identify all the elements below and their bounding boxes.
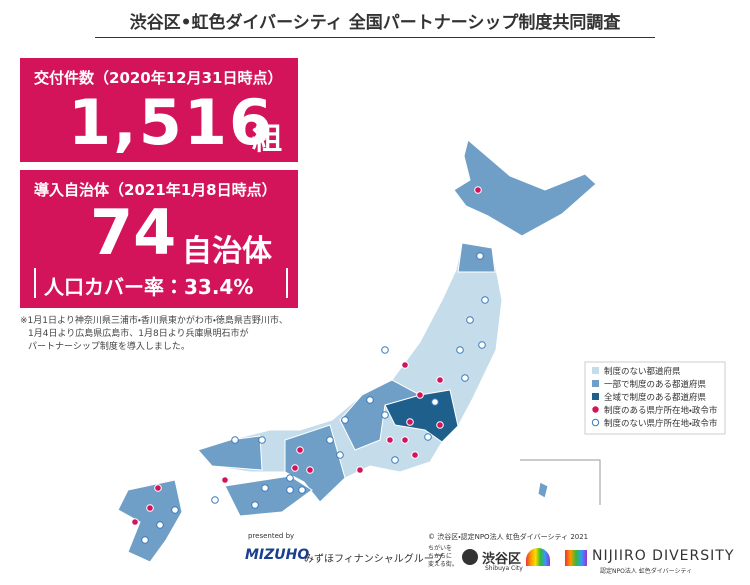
legend-label: 制度のある県庁所在地・政令市 bbox=[604, 405, 718, 416]
nijiiro-icon bbox=[565, 550, 587, 566]
city-dot bbox=[416, 391, 424, 399]
city-dot bbox=[231, 436, 239, 444]
city-dot bbox=[391, 456, 399, 464]
shibuya: 渋谷区 bbox=[482, 552, 522, 567]
city-dot bbox=[286, 486, 294, 494]
okinawa bbox=[537, 481, 549, 499]
note-line: パートナーシップ制度を導入しました。 bbox=[28, 342, 190, 352]
city-dot bbox=[476, 252, 484, 260]
city-dot bbox=[481, 296, 489, 304]
rainbow-icon bbox=[526, 548, 550, 566]
city-dot bbox=[341, 416, 349, 424]
stat-label: 導入自治体（2021年1月8日時点） bbox=[34, 181, 277, 199]
city-dot bbox=[131, 518, 139, 526]
city-dot bbox=[298, 486, 306, 494]
city-dot bbox=[211, 496, 219, 504]
stat-unit: 自治体 bbox=[182, 234, 272, 269]
city-dot bbox=[258, 436, 266, 444]
city-dot bbox=[478, 341, 486, 349]
shibuya-icon bbox=[462, 549, 478, 565]
hokkaido bbox=[453, 139, 597, 237]
city-dot bbox=[156, 521, 164, 529]
legend: 制度のない都道府県 一部で制度のある都道府県 全域で制度のある都道府県 制度のあ… bbox=[584, 361, 726, 435]
chubu bbox=[339, 379, 422, 451]
city-dot bbox=[296, 446, 304, 454]
city-dot bbox=[286, 474, 294, 482]
stat-number: 74 bbox=[90, 196, 177, 269]
city-dot bbox=[474, 186, 482, 194]
city-dot bbox=[424, 433, 432, 441]
city-dot bbox=[171, 506, 179, 514]
city-dot bbox=[291, 464, 299, 472]
city-dot bbox=[154, 484, 162, 492]
city-dot bbox=[326, 436, 334, 444]
nijiiro-sub: 認定NPO法人 虹色ダイバーシティ bbox=[600, 568, 693, 575]
note-line: 1月4日より広島県広島市、1月8日より兵庫県明石市が bbox=[28, 329, 249, 339]
legend-label: 全域で制度のある都道府県 bbox=[604, 392, 707, 403]
legend-swatch bbox=[592, 393, 599, 400]
note-line: ※1月1日より神奈川県三浦市・香川県東かがわ市・徳島県吉野川市、 bbox=[20, 316, 288, 326]
city-dot bbox=[406, 418, 414, 426]
city-dot bbox=[411, 451, 419, 459]
city-dot bbox=[461, 374, 469, 382]
city-dot bbox=[141, 536, 149, 544]
kanto bbox=[384, 389, 459, 443]
note: ※1月1日より神奈川県三浦市・香川県東かがわ市・徳島県吉野川市、 1月4日より広… bbox=[20, 315, 288, 354]
stat-box: 導入自治体（2021年1月8日時点） 74 自治体 人口カバー率：33.4% bbox=[20, 170, 298, 308]
legend-label: 制度のない都道府県 bbox=[604, 366, 681, 377]
legend-dot bbox=[592, 406, 599, 413]
city-dot bbox=[336, 451, 344, 459]
city-dot bbox=[466, 316, 474, 324]
shikoku bbox=[224, 475, 313, 517]
city-dot bbox=[436, 421, 444, 429]
slogan-line: 変える街。 bbox=[428, 561, 458, 568]
title: 渋谷区•虹色ダイバーシティ 全国パートナーシップ制度共同調査 bbox=[95, 8, 655, 38]
legend-dot bbox=[591, 418, 600, 427]
city-dot bbox=[146, 504, 154, 512]
copyright: © 渋谷区・認定NPO法人 虹色ダイバーシティ 2021 bbox=[428, 533, 589, 541]
slogan-line: ちからに bbox=[428, 553, 453, 560]
city-dot bbox=[221, 476, 229, 484]
chugoku bbox=[197, 435, 263, 471]
city-dot bbox=[431, 398, 439, 406]
mizuho: MIZUHO bbox=[245, 547, 310, 563]
legend-label: 制度のない県庁所在地・政令市 bbox=[604, 418, 718, 429]
city-dot bbox=[456, 346, 464, 354]
nijiiro: NIJIIRO DIVERSITY bbox=[592, 548, 735, 564]
city-dot bbox=[251, 501, 259, 509]
city-dot bbox=[381, 346, 389, 354]
city-dot bbox=[386, 436, 394, 444]
legend-swatch bbox=[592, 367, 599, 374]
stat-number: 1,516 bbox=[68, 86, 275, 159]
slogan-line: ちがいを bbox=[428, 545, 453, 552]
tohoku-north bbox=[457, 242, 496, 273]
coverage: 人口カバー率：33.4% bbox=[44, 275, 254, 299]
kyushu bbox=[117, 479, 183, 563]
slogan: ちがいを ちからに 変える街。 bbox=[428, 545, 458, 569]
city-dot bbox=[306, 466, 314, 474]
stat-unit: 組 bbox=[252, 122, 282, 157]
city-dot bbox=[436, 376, 444, 384]
city-dot bbox=[401, 361, 409, 369]
stat-label: 交付件数（2020年12月31日時点） bbox=[34, 69, 283, 87]
stat-box: 交付件数（2020年12月31日時点） 1,516 組 bbox=[20, 58, 298, 162]
inset-line bbox=[520, 459, 601, 505]
bracket bbox=[34, 268, 288, 298]
legend-box bbox=[584, 361, 726, 435]
legend-label: 一部で制度のある都道府県 bbox=[604, 379, 707, 390]
shibuya-en: Shibuya City bbox=[485, 565, 523, 572]
presented: presented by bbox=[248, 532, 295, 540]
mizuho-group: みずほフィナンシャルグループ bbox=[304, 554, 444, 565]
city-dot bbox=[381, 411, 389, 419]
city-dot bbox=[356, 466, 364, 474]
city-dot bbox=[366, 396, 374, 404]
city-dot bbox=[261, 484, 269, 492]
kansai bbox=[284, 424, 346, 503]
city-dot bbox=[401, 436, 409, 444]
legend-swatch bbox=[592, 380, 599, 387]
